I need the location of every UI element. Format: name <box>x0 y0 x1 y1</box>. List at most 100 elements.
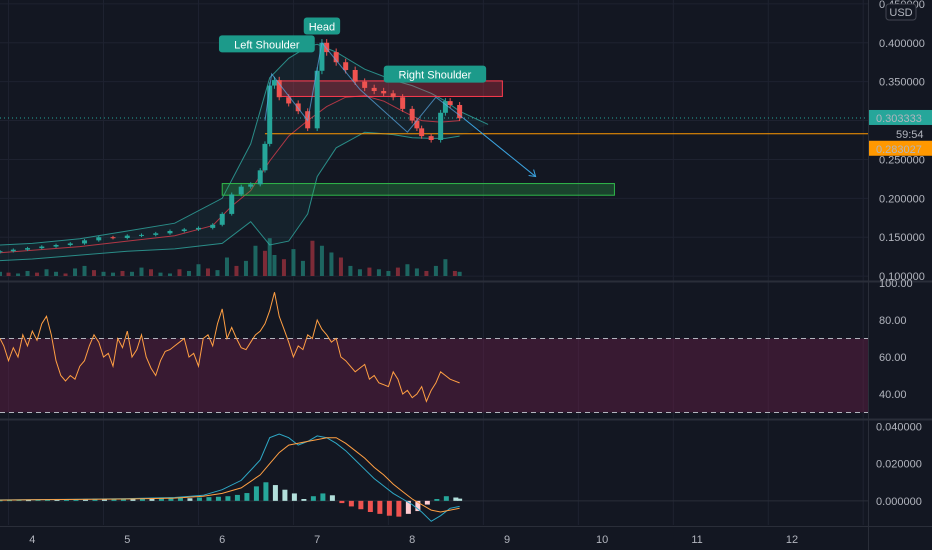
moving-average-line <box>0 95 460 254</box>
macd-tick-label: 0.020000 <box>876 459 922 471</box>
macd-histogram-bar <box>6 500 12 502</box>
macd-histogram-bar <box>215 496 221 501</box>
annotation-left-shoulder[interactable]: Left Shoulder <box>218 35 315 53</box>
macd-histogram-bar <box>177 497 183 501</box>
volume-bar <box>196 264 201 276</box>
candle-body <box>438 112 444 140</box>
annotation-box <box>218 35 315 53</box>
time-tick-label: 5 <box>124 534 130 546</box>
time-axis[interactable]: 4 5 6 7 8 9 10 11 12 <box>29 534 798 546</box>
support-zone[interactable] <box>221 183 615 196</box>
countdown-tag: 59:54 <box>893 126 932 142</box>
volume-bar <box>215 270 220 276</box>
neckline-price-text: 0.283027 <box>876 144 922 156</box>
volume-bar <box>101 271 106 276</box>
macd-histogram-bar <box>158 498 164 501</box>
macd-histogram-bar <box>168 498 174 501</box>
volume-bar <box>367 267 372 276</box>
rsi-tick-label: 100.00 <box>879 278 913 290</box>
candle-body <box>0 251 3 253</box>
pattern-outline <box>264 41 465 133</box>
candle-body <box>25 248 31 250</box>
macd-histogram-bar <box>329 495 335 501</box>
time-tick-label: 11 <box>691 534 702 546</box>
volume-bar <box>44 269 49 276</box>
volume-bar <box>262 250 267 276</box>
volume-bar <box>158 272 163 276</box>
macd-histogram-bar <box>453 497 459 501</box>
candle-body <box>267 85 273 144</box>
macd-histogram-bar <box>301 499 307 501</box>
macd-histogram-bar <box>244 493 250 501</box>
rsi-pane[interactable] <box>0 292 868 413</box>
macd-histogram-bar <box>196 497 202 501</box>
volume-bar <box>253 245 258 276</box>
macd-pane[interactable] <box>0 433 868 522</box>
macd-histogram-bar <box>272 485 278 501</box>
price-tick-label: 0.150000 <box>879 232 925 244</box>
macd-line <box>0 433 460 522</box>
volume-bar <box>224 257 229 276</box>
candle-body <box>400 97 406 109</box>
time-tick-label: 10 <box>596 534 608 546</box>
macd-histogram-bar <box>82 499 88 501</box>
volume-bar <box>433 265 438 276</box>
macd-histogram-bar <box>348 500 354 507</box>
volume-bar <box>414 268 419 276</box>
volume-bar <box>357 269 362 276</box>
volume-bar <box>205 268 210 276</box>
candle-body <box>167 231 173 234</box>
candle-body <box>447 101 453 105</box>
candle-body <box>210 224 216 228</box>
volume-bar <box>291 249 296 276</box>
candle-body <box>229 194 235 214</box>
macd-signal-line <box>0 437 460 513</box>
time-tick-label: 4 <box>29 534 35 546</box>
annotation-right-shoulder[interactable]: Right Shoulder <box>383 65 487 83</box>
annotation-text: Left Shoulder <box>234 39 300 51</box>
macd-histogram-bar <box>320 493 326 501</box>
volume-bar <box>329 252 334 276</box>
candle-body <box>219 213 225 225</box>
macd-histogram-bar <box>63 499 69 501</box>
countdown-box <box>893 126 932 142</box>
volume-bar <box>386 270 391 276</box>
candle-body <box>153 233 159 235</box>
annotation-text: Head <box>309 21 335 33</box>
candle-body <box>276 80 282 98</box>
candle-body <box>457 105 463 119</box>
volume-bar <box>82 265 87 276</box>
candle-body <box>352 70 358 82</box>
rsi-line <box>0 292 460 403</box>
macd-histogram-bar <box>16 499 22 501</box>
volume-bar <box>148 269 153 276</box>
candle-body <box>124 235 130 238</box>
macd-histogram-bar <box>120 498 126 501</box>
candle-body <box>53 245 59 247</box>
neckline-price-tag: 0.283027 <box>869 140 932 156</box>
annotation-head[interactable]: Head <box>303 17 341 35</box>
time-tick-label: 9 <box>504 534 510 546</box>
last-price-tag: 0.303333 <box>869 109 932 125</box>
macd-histogram-bar <box>443 496 449 501</box>
currency-badge[interactable]: USD <box>885 3 917 21</box>
macd-histogram-bar <box>367 500 373 512</box>
macd-axis: 0.040000 0.020000 0.000000 <box>876 422 922 508</box>
candle-body <box>257 170 263 185</box>
candle-body <box>428 136 434 140</box>
candle-body <box>319 42 325 71</box>
projection-arrow-head <box>528 169 537 178</box>
price-pane[interactable]: Head Left Shoulder Right Shoulder <box>0 17 868 276</box>
volume-bar <box>424 270 429 276</box>
macd-histogram-bar <box>457 498 463 501</box>
candle-body <box>442 101 448 113</box>
candle-body <box>271 80 277 86</box>
vertical-grid <box>8 0 864 525</box>
currency-label: USD <box>889 7 912 19</box>
volume-bar <box>267 238 272 276</box>
bollinger-band-fill <box>0 44 489 261</box>
volume-bar <box>443 259 448 276</box>
macd-histogram-bar <box>253 486 259 501</box>
